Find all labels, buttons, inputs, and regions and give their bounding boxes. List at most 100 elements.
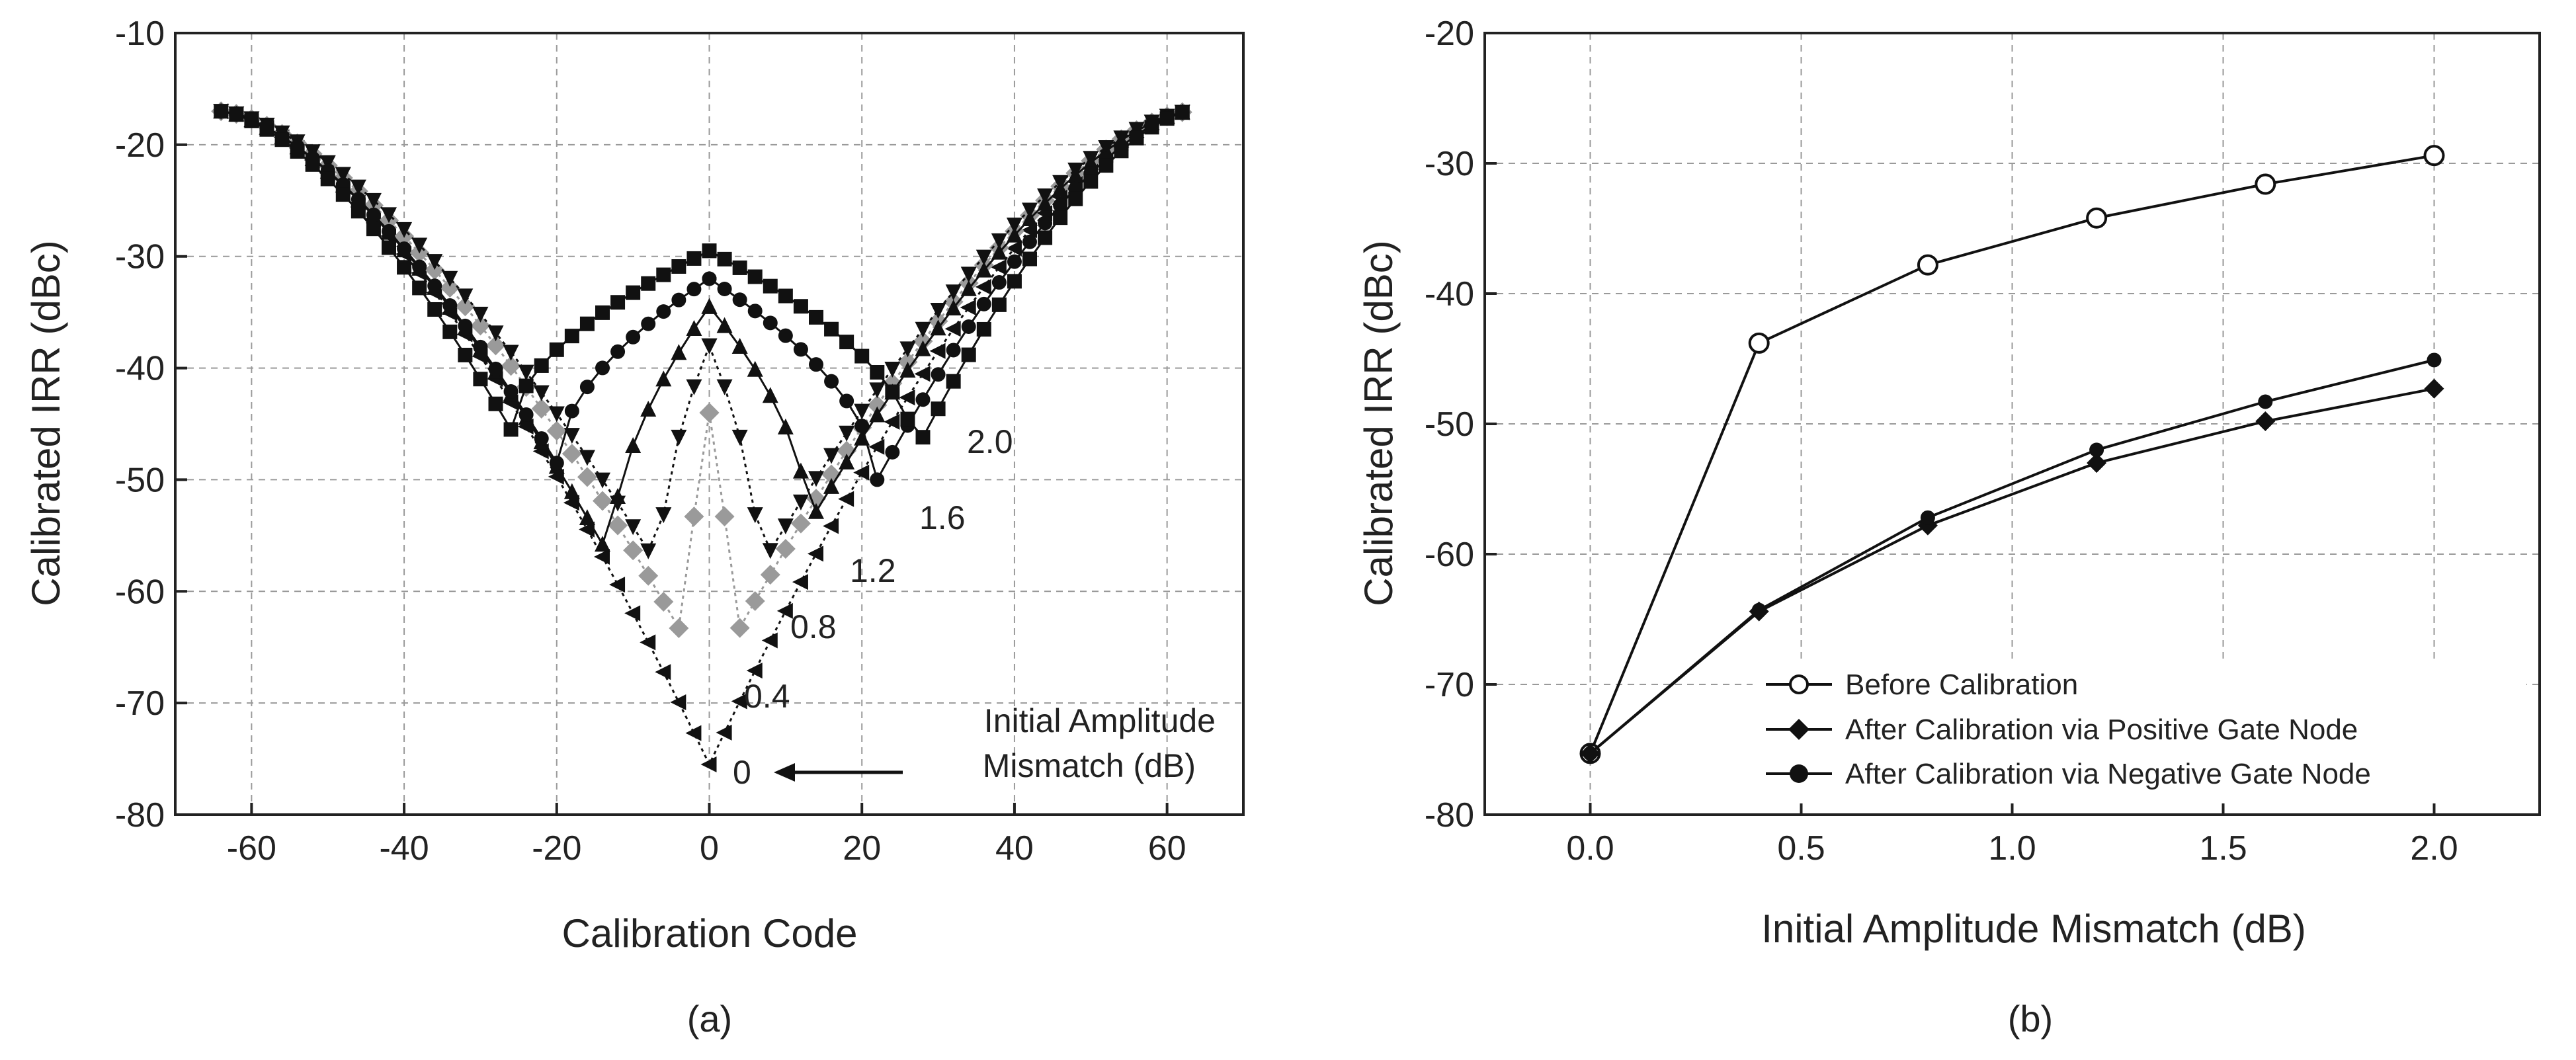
panel-b-point-0 xyxy=(1748,332,1770,354)
panel-a-point-1.2 xyxy=(869,406,886,423)
panel-a-point-0.4 xyxy=(638,565,659,586)
panel-a-y-tick-label: -70 xyxy=(115,684,165,723)
panel-b-point-0 xyxy=(1917,254,1938,276)
panel-a-point-2.0 xyxy=(397,260,412,275)
panel-b-x-tick-label: 2.0 xyxy=(2410,829,2458,868)
panel-a-point-0 xyxy=(685,725,702,741)
panel-a-point-0.4 xyxy=(684,507,704,527)
panel-a-point-2.0 xyxy=(824,321,839,337)
panel-a-point-2.0 xyxy=(473,372,488,387)
panel-a-point-1.6 xyxy=(1053,198,1068,213)
legend-item-positive: After Calibration via Positive Gate Node xyxy=(1766,713,2358,746)
panel-a-point-0.4 xyxy=(593,491,612,511)
panel-a-point-1.6 xyxy=(915,392,931,407)
panel-b-point-1 xyxy=(2424,378,2444,399)
panel-a-point-0.8 xyxy=(595,472,610,489)
panel-a-point-1.6 xyxy=(442,298,458,313)
panel-a-point-1.2 xyxy=(563,483,580,499)
panel-a-point-2.0 xyxy=(534,358,549,373)
panel-a-point-1.2 xyxy=(945,300,962,316)
panel-a-y-tick-label: -20 xyxy=(115,126,165,165)
panel-a-point-0.8 xyxy=(762,543,778,559)
panel-b-chart: 0.0 0.5 1.0 1.5 2.0 -80 -70 -60 -50 -40 -30 -20 Bef… xyxy=(1356,15,2541,1040)
panel-b-point-0 xyxy=(2255,173,2276,195)
panel-a-point-0.8 xyxy=(731,429,748,446)
panel-a-point-0.4 xyxy=(790,513,811,534)
panel-a-point-1.6 xyxy=(1038,216,1053,231)
panel-a-point-2.0 xyxy=(1022,251,1037,266)
panel-a-point-1.6 xyxy=(671,292,686,307)
panel-a-point-0.8 xyxy=(563,428,580,444)
panel-a-point-1.2 xyxy=(777,418,794,434)
panel-b-y-tick-label: -50 xyxy=(1425,405,1474,444)
panel-a-point-0 xyxy=(929,343,946,359)
panel-a-point-2.0 xyxy=(1053,210,1068,225)
panel-a-point-1.6 xyxy=(793,342,808,357)
panel-a-point-0 xyxy=(640,634,656,651)
panel-a-point-2.0 xyxy=(564,329,579,344)
panel-b-point-1 xyxy=(2087,453,2107,473)
panel-a-point-1.6 xyxy=(503,384,519,399)
panel-a-point-1.6 xyxy=(564,403,579,419)
panel-a-point-0.8 xyxy=(518,364,534,381)
panel-a-point-0.8 xyxy=(976,249,992,266)
panel-a-point-1.6 xyxy=(778,328,793,343)
panel-a-point-0.4 xyxy=(669,618,689,638)
panel-a-point-1.2 xyxy=(991,243,1007,260)
panel-a-point-0 xyxy=(594,548,610,565)
panel-b-caption: (b) xyxy=(2008,998,2053,1040)
panel-a-point-1.6 xyxy=(809,357,823,372)
panel-a-point-1.6 xyxy=(1007,254,1022,269)
panel-a-point-1.6 xyxy=(854,419,870,434)
panel-a-point-2.0 xyxy=(335,187,351,202)
panel-a-point-1.2 xyxy=(839,453,855,469)
panel-a-point-1.2 xyxy=(640,400,657,417)
legend-label-negative: After Calibration via Negative Gate Node xyxy=(1845,758,2371,790)
panel-a-point-0.8 xyxy=(808,471,824,487)
panel-b-x-tick-label: 1.5 xyxy=(2199,829,2247,868)
panel-a-point-0 xyxy=(884,413,900,430)
panel-a-point-1.2 xyxy=(747,360,763,377)
panel-a-point-1.2 xyxy=(792,462,809,479)
panel-a-point-2.0 xyxy=(885,384,900,399)
panel-b-series xyxy=(1579,145,2445,764)
panel-a-point-0.4 xyxy=(577,467,597,487)
panel-a-point-2.0 xyxy=(214,104,229,119)
panel-a-point-1.2 xyxy=(1006,226,1022,243)
panel-a-point-1.2 xyxy=(823,477,840,494)
panel-a-point-2.0 xyxy=(1175,105,1190,120)
panel-a-point-2.0 xyxy=(1007,274,1022,289)
panel-a-y-tick-label: -80 xyxy=(115,796,165,835)
panel-a-point-0 xyxy=(761,632,778,649)
panel-a-point-0.8 xyxy=(533,385,550,401)
panel-a-point-2.0 xyxy=(702,243,717,259)
panel-b-y-axis-label: Calibrated IRR (dBc) xyxy=(1356,240,1401,606)
panel-b-point-2 xyxy=(2089,442,2104,458)
panel-a-x-axis-label: Calibration Code xyxy=(562,911,858,956)
panel-a-point-1.2 xyxy=(625,437,642,454)
panel-a-point-1.6 xyxy=(885,444,900,460)
panel-b-y-tick-label: -40 xyxy=(1425,275,1474,313)
panel-a-point-0.8 xyxy=(442,270,458,287)
panel-a-point-1.2 xyxy=(899,361,916,378)
panel-a-point-1.2 xyxy=(655,370,672,387)
panel-a-y-axis-label: Calibrated IRR (dBc) xyxy=(24,240,68,606)
panel-a-point-0 xyxy=(746,663,763,679)
panel-a-point-1.6 xyxy=(382,224,396,239)
panel-a-point-1.6 xyxy=(595,360,610,376)
panel-a-grid xyxy=(175,33,1243,815)
panel-a-point-1.2 xyxy=(915,340,931,356)
panel-a-y-tick-label: -40 xyxy=(115,350,165,388)
panel-a-point-2.0 xyxy=(839,335,854,350)
panel-a-point-0 xyxy=(960,299,976,315)
panel-a-point-0 xyxy=(792,574,808,591)
panel-a-point-1.6 xyxy=(763,315,778,331)
panel-a-point-0.8 xyxy=(945,284,962,301)
panel-a-point-0.8 xyxy=(350,179,366,196)
panel-a-point-1.6 xyxy=(686,282,702,297)
panel-a-point-1.2 xyxy=(976,261,992,278)
panel-a-point-1.6 xyxy=(946,343,961,358)
panel-a-point-2.0 xyxy=(1129,130,1144,145)
panel-a-point-0.8 xyxy=(960,266,977,283)
panel-a-note-line2: Mismatch (dB) xyxy=(983,747,1196,784)
